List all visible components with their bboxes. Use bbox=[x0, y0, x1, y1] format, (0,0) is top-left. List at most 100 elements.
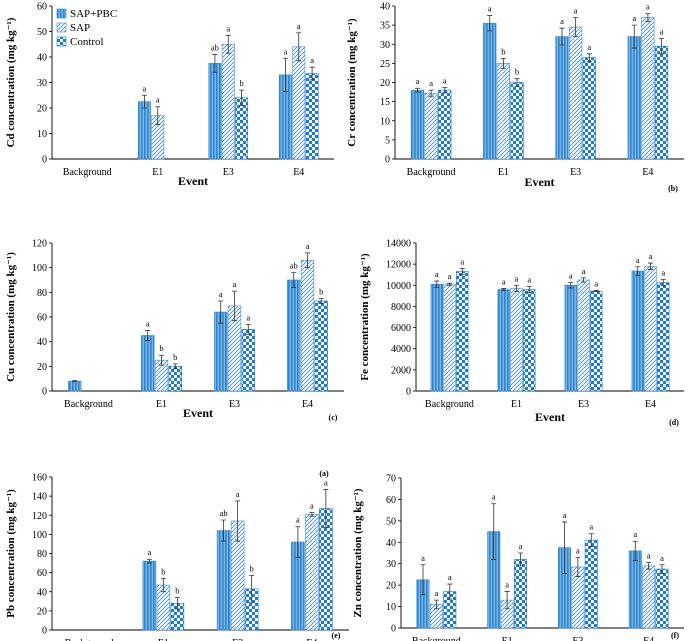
x-tick-label: E3 bbox=[570, 167, 581, 178]
error-bar bbox=[296, 32, 302, 62]
y-tick-label: 40 bbox=[380, 2, 390, 13]
significance-label: a bbox=[310, 500, 314, 510]
bar-c-e3-s0 bbox=[214, 311, 228, 392]
x-tick-label: E3 bbox=[572, 636, 583, 641]
bar-b-e1-s0 bbox=[483, 22, 497, 160]
bar-b-e1-s1 bbox=[496, 63, 510, 160]
error-bar bbox=[323, 489, 329, 529]
x-tick-label: Background bbox=[407, 167, 456, 178]
error-bar bbox=[72, 380, 78, 383]
significance-label: b bbox=[161, 566, 165, 576]
significance-label: b bbox=[175, 585, 179, 595]
significance-label: a bbox=[488, 4, 492, 14]
significance-label: a bbox=[226, 23, 230, 33]
significance-label: a bbox=[429, 78, 433, 88]
error-bar bbox=[648, 262, 653, 270]
significance-label: a bbox=[492, 492, 496, 502]
bar-b-e4-s0 bbox=[627, 36, 641, 160]
y-tick-label: 80 bbox=[37, 288, 47, 299]
error-bar bbox=[593, 290, 599, 293]
x-tick-label: E1 bbox=[511, 399, 522, 410]
bar-b-e3-s2 bbox=[582, 57, 596, 160]
panel-label: (a) bbox=[319, 469, 329, 478]
error-bar bbox=[291, 272, 297, 288]
x-tick-label: E1 bbox=[156, 399, 167, 410]
significance-label: a bbox=[563, 510, 567, 520]
error-bar bbox=[414, 87, 420, 93]
error-bar bbox=[631, 24, 637, 49]
x-tick-label: E4 bbox=[293, 167, 304, 178]
panel-label: (c) bbox=[329, 413, 338, 422]
error-bar bbox=[159, 354, 164, 366]
bar-d-e4-s1 bbox=[644, 265, 657, 392]
chart-panel-d: 0 2000 4000 6000 8000 10000 12000 14000 Backgrou… bbox=[359, 239, 684, 427]
error-bar bbox=[561, 521, 567, 574]
significance-label: a bbox=[324, 477, 328, 487]
y-tick-label: 0 bbox=[42, 387, 47, 398]
error-bar bbox=[501, 288, 507, 291]
error-bar bbox=[573, 17, 579, 37]
x-tick-label: Background bbox=[412, 636, 461, 641]
y-axis-title: Cr concentration (mg kg⁻¹) bbox=[346, 18, 358, 147]
bar-d-e1-s0 bbox=[497, 289, 510, 392]
y-tick-label: 20 bbox=[37, 362, 47, 373]
y-axis-title: Zn concentration (mg kg⁻¹) bbox=[352, 488, 364, 618]
y-axis-title: Cd concentration (mg kg⁻¹) bbox=[5, 17, 17, 147]
significance-label: a bbox=[146, 319, 150, 329]
y-tick-label: 30 bbox=[37, 78, 47, 89]
bar-b-background-s0 bbox=[410, 89, 425, 160]
y-tick-label: 30 bbox=[380, 40, 390, 51]
error-bar bbox=[232, 290, 237, 322]
legend-swatch bbox=[56, 8, 67, 19]
y-tick-label: 40 bbox=[37, 587, 47, 598]
y-tick-label: 40 bbox=[37, 53, 47, 64]
x-tick-label: E4 bbox=[306, 638, 317, 641]
y-tick-label: 10000 bbox=[386, 281, 411, 292]
significance-label: a bbox=[297, 21, 301, 31]
y-axis-title: Fe concentration (mg kg⁻¹) bbox=[359, 253, 371, 381]
y-tick-label: 4000 bbox=[391, 344, 411, 355]
y-tick-label: 70 bbox=[386, 474, 396, 485]
panel-label: (f) bbox=[671, 631, 679, 640]
error-bar bbox=[586, 53, 592, 62]
error-bar bbox=[526, 285, 532, 294]
y-tick-label: 12000 bbox=[386, 260, 411, 271]
significance-label: a bbox=[147, 547, 151, 557]
y-tick-label: 40 bbox=[37, 337, 47, 348]
significance-label: a bbox=[576, 545, 580, 555]
y-tick-label: 100 bbox=[32, 263, 47, 274]
error-bar bbox=[514, 284, 519, 293]
legend: SAP+PBC SAP Control bbox=[56, 8, 117, 48]
bar-d-e4-s2 bbox=[657, 282, 670, 392]
bar-c-background-s0 bbox=[68, 380, 82, 392]
x-tick-label: E1 bbox=[502, 636, 513, 641]
x-tick-label: E4 bbox=[642, 167, 653, 178]
bar-f-e1-s2 bbox=[514, 559, 527, 629]
x-tick-label: E3 bbox=[232, 638, 243, 641]
bar-f-e4-s1 bbox=[642, 565, 656, 629]
significance-label: a bbox=[515, 273, 519, 283]
significance-label: b bbox=[173, 352, 177, 362]
bar-f-e4-s0 bbox=[628, 550, 642, 629]
bar-b-background-s1 bbox=[424, 92, 438, 160]
significance-label: a bbox=[527, 274, 531, 284]
error-bar bbox=[245, 324, 251, 335]
bar-c-e1-s0 bbox=[141, 335, 155, 392]
error-bar bbox=[433, 599, 439, 610]
significance-label: b bbox=[239, 78, 243, 88]
error-bar bbox=[239, 89, 245, 106]
y-tick-label: 6000 bbox=[391, 323, 411, 334]
y-tick-label: 14000 bbox=[386, 239, 411, 250]
significance-label: a bbox=[416, 76, 420, 86]
y-tick-label: 20 bbox=[37, 606, 47, 617]
x-tick-label: E4 bbox=[645, 399, 656, 410]
y-tick-label: 10 bbox=[386, 602, 396, 613]
error-bar bbox=[588, 533, 594, 547]
error-bar bbox=[295, 526, 301, 558]
y-tick-label: 140 bbox=[32, 492, 47, 503]
bar-f-e3-s2 bbox=[584, 539, 598, 629]
bar-a-e1-s0 bbox=[137, 101, 151, 160]
y-tick-label: 50 bbox=[386, 516, 396, 527]
error-bar bbox=[660, 279, 666, 287]
